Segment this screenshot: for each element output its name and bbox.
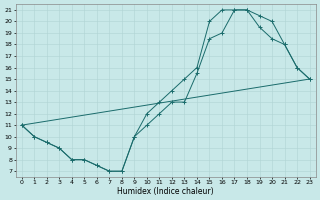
X-axis label: Humidex (Indice chaleur): Humidex (Indice chaleur) [117,187,214,196]
